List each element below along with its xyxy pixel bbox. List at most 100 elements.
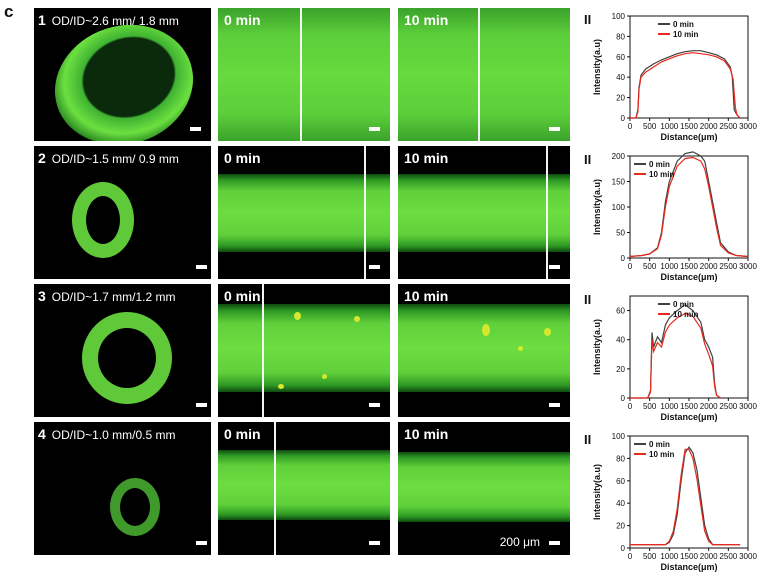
scale-bar: [196, 265, 207, 269]
tube-cross-section: [72, 182, 134, 258]
scale-bar: [549, 403, 560, 407]
bright-spot: [544, 328, 551, 336]
panel-letter: c: [4, 2, 14, 21]
y-tick-label: 80: [616, 454, 625, 463]
x-tick-label: 3000: [739, 262, 757, 271]
y-axis-label: Intensity(a.u): [592, 39, 602, 95]
scale-bar: [549, 541, 560, 545]
profile-line: [478, 8, 480, 141]
series-line-10min: [630, 448, 741, 546]
chart-2: II 0 500 1000 1500 2000 2500 3000 0 50 100 150 200 Di…: [578, 146, 767, 286]
series-line-0min: [630, 303, 721, 399]
row-index: 2: [38, 150, 46, 166]
x-tick-label: 1000: [660, 262, 678, 271]
time-label: 10 min: [404, 288, 449, 304]
y-axis-label: Intensity(a.u): [592, 319, 602, 375]
row-2: 2 OD/ID~1.5 mm/ 0.9 mm 0 min 10 min: [34, 146, 767, 279]
time-label: 10 min: [404, 426, 449, 442]
x-tick-label: 1000: [660, 402, 678, 411]
scale-bar: [196, 403, 207, 407]
y-tick-label: 80: [616, 32, 625, 41]
row-label: 4 OD/ID~1.0 mm/0.5 mm: [38, 426, 176, 442]
y-tick-label: 0: [621, 114, 626, 123]
series-line-0min: [629, 151, 749, 258]
panel-label: II: [584, 152, 591, 167]
x-tick-label: 0: [628, 402, 633, 411]
x-axis-label: Distance(μm): [660, 562, 717, 572]
row-label: 3 OD/ID~1.7 mm/1.2 mm: [38, 288, 176, 304]
bright-spot: [322, 374, 327, 379]
scale-bar: [369, 265, 380, 269]
legend-label: 10 min: [649, 450, 674, 459]
profile-line: [262, 284, 264, 417]
row-index: 1: [38, 12, 46, 28]
row-label: 1 OD/ID~2.6 mm/ 1.8 mm: [38, 12, 179, 28]
tube-cross-section: [110, 478, 160, 536]
series-line-0min: [630, 446, 741, 546]
image-10min: 10 min: [398, 284, 570, 417]
profile-line: [364, 146, 366, 279]
profile-line: [300, 8, 302, 141]
cross-section-image: 2 OD/ID~1.5 mm/ 0.9 mm: [34, 146, 211, 279]
y-tick-label: 20: [616, 94, 625, 103]
panel-label: II: [584, 12, 591, 27]
cross-section-image: 1 OD/ID~2.6 mm/ 1.8 mm: [34, 8, 211, 141]
od-id-label: OD/ID~1.7 mm/1.2 mm: [51, 290, 176, 304]
y-tick-label: 150: [612, 178, 626, 187]
chart-svg: II 0 500 1000 1500 2000 2500 3000 0 20 40 60 80 100 Di…: [584, 12, 757, 142]
time-label: 10 min: [404, 12, 449, 28]
bright-spot: [518, 346, 523, 351]
chart-svg: II 0 500 1000 1500 2000 2500 3000 0 50 100 150 200 Di…: [584, 151, 757, 282]
cross-section-image: 4 OD/ID~1.0 mm/0.5 mm: [34, 422, 211, 555]
tube-fluorescence: [218, 174, 390, 252]
bright-spot: [294, 312, 301, 320]
chart-1: II 0 500 1000 1500 2000 2500 3000 0 20 40 60 80 100 Di…: [578, 6, 767, 146]
profile-line: [546, 146, 548, 279]
legend-label: 10 min: [673, 30, 698, 39]
x-tick-label: 2500: [719, 552, 737, 561]
x-tick-label: 1500: [680, 122, 698, 131]
plot-frame: [629, 435, 749, 549]
chart-3: II 0 500 1000 1500 2000 2500 3000 0 20 40 60 Distanc…: [578, 286, 767, 426]
image-10min: 10 min 200 μm: [398, 422, 570, 555]
x-tick-label: 0: [628, 122, 633, 131]
x-tick-label: 500: [643, 262, 657, 271]
y-tick-label: 200: [612, 152, 626, 161]
x-axis-label: Distance(μm): [660, 272, 717, 282]
series-line-10min: [630, 52, 741, 119]
time-label: 0 min: [224, 288, 261, 304]
row-4: 4 OD/ID~1.0 mm/0.5 mm 0 min 10 min 200 μm: [34, 422, 767, 555]
y-tick-label: 100: [612, 203, 626, 212]
plot-frame: [629, 155, 749, 259]
od-id-label: OD/ID~1.5 mm/ 0.9 mm: [51, 152, 179, 166]
row-index: 4: [38, 426, 46, 442]
legend-label: 0 min: [649, 160, 670, 169]
time-label: 0 min: [224, 426, 261, 442]
y-tick-label: 100: [612, 432, 626, 441]
y-tick-label: 40: [616, 73, 625, 82]
chart-4: II 0 500 1000 1500 2000 2500 3000 0 20 40 60 80 100 Di…: [578, 426, 767, 576]
x-tick-label: 1000: [660, 552, 678, 561]
row-3: 3 OD/ID~1.7 mm/1.2 mm 0 min 10 min: [34, 284, 767, 417]
series-line-10min: [629, 156, 749, 258]
scale-bar: [549, 265, 560, 269]
time-label: 0 min: [224, 150, 261, 166]
y-tick-label: 60: [616, 477, 625, 486]
tube-fluorescence: [218, 450, 390, 520]
x-tick-label: 500: [643, 402, 657, 411]
x-tick-label: 3000: [739, 552, 757, 561]
x-tick-label: 3000: [739, 402, 757, 411]
y-tick-label: 40: [616, 499, 625, 508]
tube-fluorescence: [398, 174, 570, 252]
legend-label: 10 min: [673, 310, 698, 319]
image-0min: 0 min: [218, 422, 390, 555]
y-tick-label: 20: [616, 365, 625, 374]
y-tick-label: 60: [616, 53, 625, 62]
x-axis-label: Distance(μm): [660, 412, 717, 422]
scale-bar: [196, 541, 207, 545]
y-axis-label: Intensity(a.u): [592, 464, 602, 520]
row-1: 1 OD/ID~2.6 mm/ 1.8 mm 0 min 10 min: [34, 8, 767, 141]
scale-bar: [369, 541, 380, 545]
chart-svg: II 0 500 1000 1500 2000 2500 3000 0 20 40 60 Distanc…: [584, 292, 757, 422]
legend-label: 0 min: [673, 300, 694, 309]
